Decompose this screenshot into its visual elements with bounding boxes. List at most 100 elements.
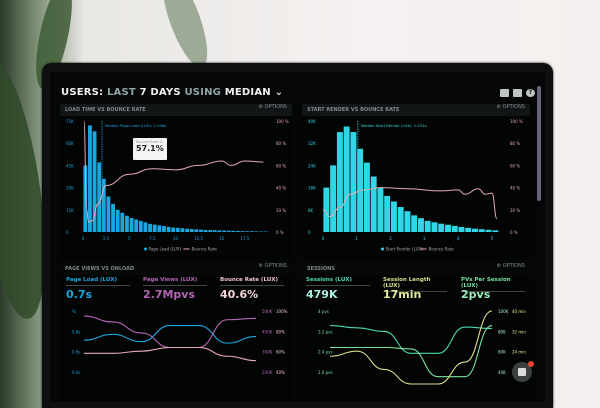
page-views-panel: PAGE VIEWS VS ONLOAD ⚙ OPTIONS Page Load… bbox=[60, 263, 292, 400]
y3-tick-label: 80% bbox=[276, 329, 285, 334]
histogram-bar bbox=[344, 127, 350, 232]
histogram-bar bbox=[492, 230, 498, 232]
y-tick-label: 2.4 pvs bbox=[318, 350, 333, 355]
notification-badge bbox=[528, 361, 534, 367]
histogram-bar bbox=[227, 231, 231, 232]
histogram-bar bbox=[199, 230, 203, 232]
x-tick-label: 4 bbox=[457, 236, 460, 241]
share-icon[interactable] bbox=[513, 89, 522, 97]
y-tick-label: 0 bbox=[66, 230, 69, 235]
histogram-bar bbox=[144, 222, 148, 232]
y-tick-label: 0.6s bbox=[72, 350, 80, 355]
histogram-bar bbox=[391, 201, 397, 232]
y2-tick-label: 100 % bbox=[510, 119, 523, 124]
histogram-bar bbox=[181, 228, 185, 232]
chevron-down-icon[interactable]: ⌄ bbox=[275, 87, 284, 98]
y-tick-label: 45K bbox=[66, 163, 74, 168]
y2-tick-label: 400K bbox=[262, 329, 273, 334]
tooltip: Bounce Rate % 57.1% bbox=[133, 138, 167, 160]
page-title[interactable]: USERS: LAST 7 DAYS USING MEDIAN ⌄ bbox=[61, 87, 283, 98]
x-tick-label: 12.5 bbox=[194, 236, 203, 241]
y3-tick-label: 60% bbox=[276, 350, 285, 355]
histogram-bar bbox=[167, 227, 171, 232]
y-tick-label: 16K bbox=[308, 186, 316, 191]
y2-tick-label: 20 % bbox=[510, 208, 520, 213]
y-tick-label: 1.6 pvs bbox=[318, 370, 333, 375]
histogram-bar bbox=[236, 231, 240, 232]
histogram-bar bbox=[107, 196, 111, 232]
y2-tick-label: 500K bbox=[262, 309, 273, 314]
y2-tick-label: 80 % bbox=[276, 141, 286, 146]
y3-tick-label: 32 min bbox=[512, 329, 526, 334]
histogram-bar bbox=[472, 229, 478, 232]
histogram-bar bbox=[134, 219, 138, 232]
histogram-bar bbox=[411, 215, 417, 232]
monitor-icon[interactable] bbox=[500, 89, 509, 97]
histogram-bar bbox=[162, 226, 166, 232]
histogram-bar bbox=[125, 216, 129, 232]
median-label: Median Page Load (LUX): 2.056s bbox=[105, 123, 166, 128]
y2-tick-label: 40K bbox=[498, 370, 506, 375]
legend-swatch bbox=[144, 248, 147, 251]
histogram-bar bbox=[130, 218, 134, 232]
histogram-bar bbox=[204, 230, 208, 232]
histogram-bar bbox=[398, 207, 404, 232]
x-tick-label: 3 bbox=[423, 236, 426, 241]
histogram-bar bbox=[438, 224, 444, 232]
median-label: Median Start Render (LUX): 1.031s bbox=[361, 123, 427, 128]
legend-label: Bounce Rate bbox=[429, 247, 455, 252]
histogram-bar bbox=[148, 224, 152, 232]
series-line bbox=[84, 348, 256, 361]
page-views-chart: %0.8s0.6s0.4s500K400K300K200K100%80%60%4… bbox=[60, 263, 292, 400]
x-tick-label: 7.5 bbox=[149, 236, 156, 241]
series-line bbox=[84, 326, 256, 344]
histogram-bar bbox=[418, 218, 424, 232]
histogram-bar bbox=[97, 162, 101, 232]
y-tick-label: 0.8s bbox=[72, 329, 80, 334]
x-tick-label: 1 bbox=[356, 236, 359, 241]
histogram-bar bbox=[486, 230, 492, 232]
histogram-bar bbox=[208, 230, 212, 232]
chat-icon bbox=[518, 368, 526, 376]
y2-tick-label: 100 % bbox=[276, 119, 289, 124]
histogram-bar bbox=[102, 179, 106, 232]
y2-tick-label: 60K bbox=[498, 350, 506, 355]
x-tick-label: 0 bbox=[82, 236, 85, 241]
y2-tick-label: 40 % bbox=[276, 186, 286, 191]
histogram-bar bbox=[404, 211, 410, 232]
y2-tick-label: 80K bbox=[498, 329, 506, 334]
legend-label: Start Render (LUX) bbox=[386, 247, 424, 252]
help-icon[interactable]: ? bbox=[526, 89, 535, 97]
plant-leaf bbox=[154, 0, 216, 72]
y2-tick-label: 0 % bbox=[510, 230, 518, 235]
histogram-bar bbox=[111, 204, 115, 232]
y-tick-label: 75K bbox=[66, 119, 74, 124]
x-tick-label: 2 bbox=[389, 236, 392, 241]
histogram-bar bbox=[213, 230, 217, 232]
histogram-bar bbox=[116, 210, 120, 232]
histogram-bar bbox=[371, 177, 377, 233]
y2-tick-label: 20 % bbox=[276, 208, 286, 213]
y3-tick-label: 40% bbox=[276, 370, 285, 375]
x-tick-label: 15 bbox=[219, 236, 225, 241]
x-tick-label: 10 bbox=[173, 236, 179, 241]
y-tick-label: % bbox=[72, 309, 76, 314]
y2-tick-label: 0 % bbox=[276, 230, 284, 235]
histogram-bar bbox=[222, 231, 226, 232]
histogram-bar bbox=[337, 132, 343, 232]
y2-tick-label: 300K bbox=[262, 350, 273, 355]
y2-tick-label: 40 % bbox=[510, 186, 520, 191]
y-tick-label: 15K bbox=[66, 208, 74, 213]
histogram-bar bbox=[350, 132, 356, 232]
start-render-panel: START RENDER VS BOUNCE RATE ⚙ OPTIONS 40… bbox=[302, 104, 530, 260]
histogram-bar bbox=[330, 165, 336, 232]
y-tick-label: 3.2 pvs bbox=[318, 329, 333, 334]
histogram-bar bbox=[153, 225, 157, 232]
histogram-bar bbox=[377, 188, 383, 232]
histogram-bar bbox=[425, 221, 431, 232]
scrollbar[interactable] bbox=[537, 86, 541, 201]
